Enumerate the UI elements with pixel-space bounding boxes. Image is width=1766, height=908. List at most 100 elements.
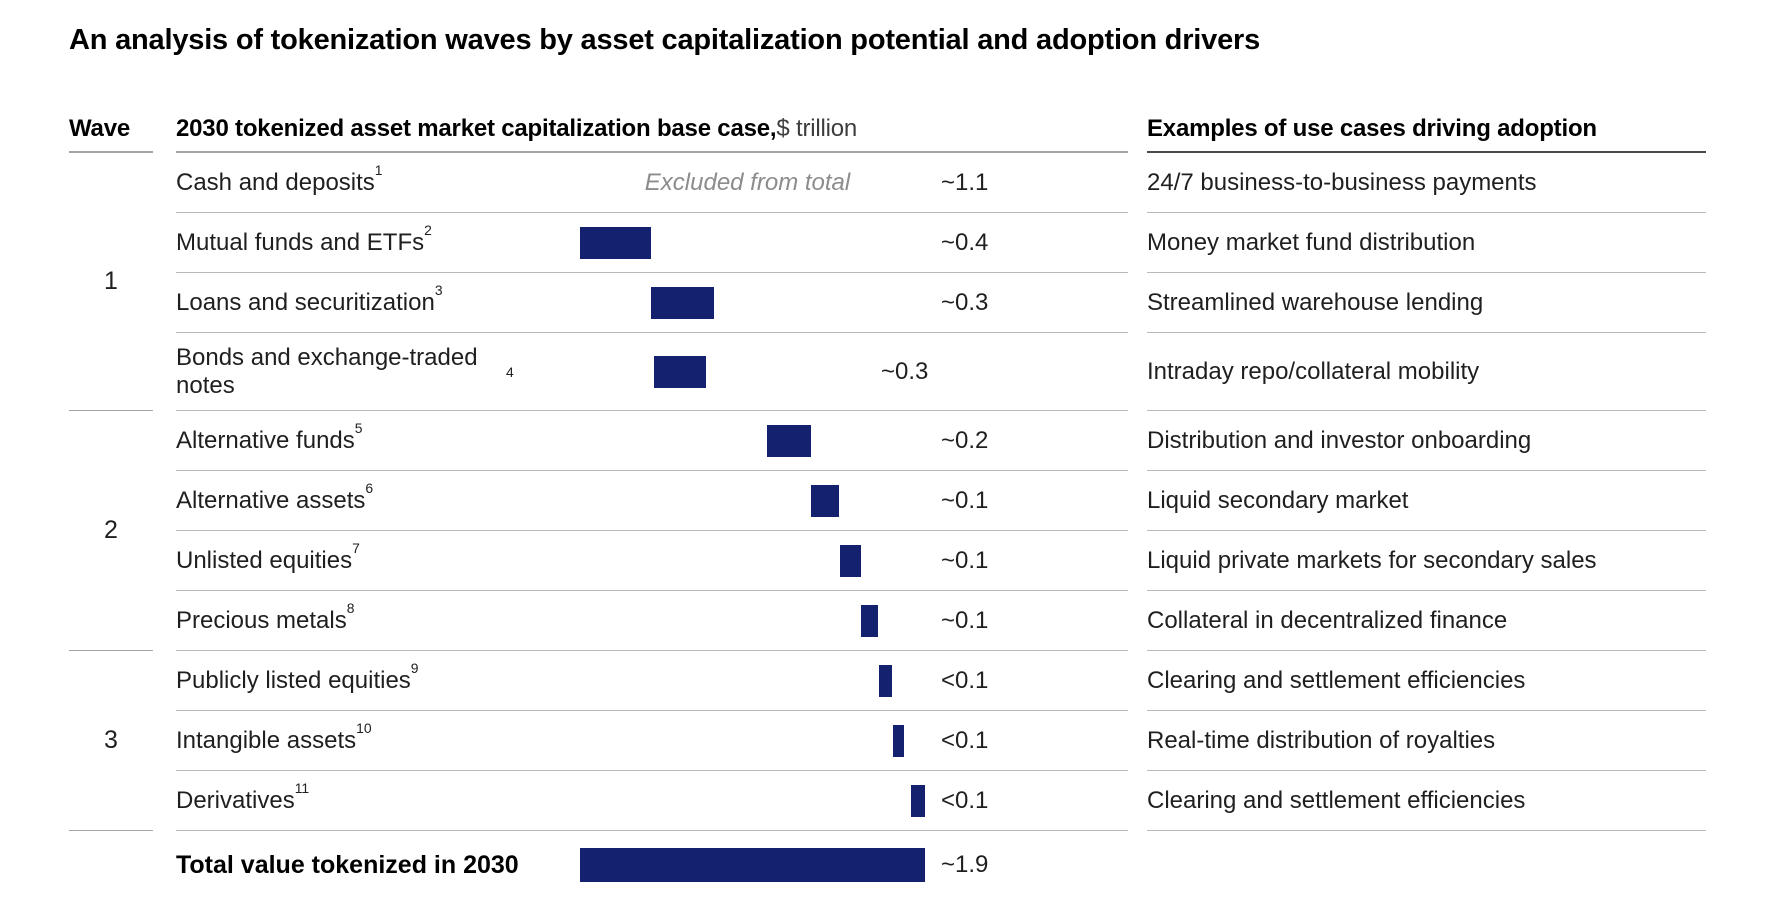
- value-label: ~0.1: [941, 486, 989, 514]
- footnote-marker: 4: [506, 364, 514, 381]
- asset-label: Unlisted equities7: [176, 539, 360, 574]
- table-row-precious-metals: Precious metals8 ~0.1: [176, 591, 1128, 651]
- value-bar: [893, 724, 904, 757]
- wave-group-2: 2: [69, 411, 153, 651]
- use-case-row: Distribution and investor onboarding: [1147, 411, 1706, 471]
- use-case-row: Liquid secondary market: [1147, 471, 1706, 531]
- use-case-row: 24/7 business-to-business payments: [1147, 153, 1706, 213]
- wave-number: 2: [104, 516, 118, 544]
- table-row-alternative-funds: Alternative funds5 ~0.2: [176, 411, 1128, 471]
- use-case-text: Streamlined warehouse lending: [1147, 288, 1484, 316]
- value-bar: [811, 484, 839, 517]
- asset-label: Cash and deposits1: [176, 161, 383, 196]
- table-row-intangible-assets: Intangible assets10 <0.1: [176, 711, 1128, 771]
- asset-label: Alternative funds5: [176, 419, 363, 454]
- asset-label: Precious metals8: [176, 599, 355, 634]
- value-label: ~0.4: [941, 228, 989, 256]
- use-case-row: Real-time distribution of royalties: [1147, 711, 1706, 771]
- use-case-row: Money market fund distribution: [1147, 213, 1706, 273]
- bar-track: [580, 831, 925, 899]
- use-case-text: Real-time distribution of royalties: [1147, 726, 1496, 754]
- value-bar: [861, 604, 878, 637]
- value-bar: [651, 286, 714, 319]
- bar-track: [580, 411, 925, 470]
- value-bar: [911, 784, 925, 817]
- bar-track: [580, 213, 925, 272]
- asset-label: Mutual funds and ETFs2: [176, 221, 432, 256]
- market-cap-column: 2030 tokenized asset market capitalizati…: [176, 98, 1128, 899]
- use-case-text: Collateral in decentralized finance: [1147, 606, 1508, 634]
- excluded-note: Excluded from total: [644, 168, 851, 196]
- footnote-marker: 1: [374, 161, 383, 178]
- wave-column: Wave 1 2 3: [69, 98, 153, 831]
- use-case-text: Liquid secondary market: [1147, 486, 1409, 514]
- table-row-alternative-assets: Alternative assets6 ~0.1: [176, 471, 1128, 531]
- value-bar: [879, 664, 892, 697]
- use-case-row: Clearing and settlement efficiencies: [1147, 771, 1706, 831]
- use-cases-column-header: Examples of use cases driving adoption: [1147, 98, 1706, 153]
- value-label: <0.1: [941, 786, 989, 814]
- footnote-marker: 7: [352, 539, 360, 556]
- wave-number: 3: [104, 726, 118, 754]
- use-case-text: Distribution and investor onboarding: [1147, 426, 1532, 454]
- use-case-row: Intraday repo/collateral mobility: [1147, 333, 1706, 411]
- footnote-marker: 6: [365, 479, 374, 496]
- bar-track: [580, 273, 925, 332]
- use-case-row: Liquid private markets for secondary sal…: [1147, 531, 1706, 591]
- asset-label: Bonds and exchange-traded notes 4: [176, 344, 514, 399]
- total-label: Total value tokenized in 2030: [176, 850, 519, 879]
- bar-track: [580, 591, 925, 650]
- use-case-text: Clearing and settlement efficiencies: [1147, 786, 1526, 814]
- header-unit-text: $ trillion: [776, 115, 858, 142]
- value-bar: [767, 424, 811, 457]
- asset-label: Loans and securitization3: [176, 281, 443, 316]
- value-label: <0.1: [941, 666, 989, 694]
- value-label: ~1.1: [941, 168, 989, 196]
- value-bar: [580, 226, 651, 259]
- footnote-marker: 10: [356, 719, 372, 736]
- value-label: ~0.1: [941, 546, 989, 574]
- footnote-marker: 2: [424, 221, 432, 238]
- bar-track: [580, 531, 925, 590]
- use-case-text: Liquid private markets for secondary sal…: [1147, 546, 1597, 574]
- footnote-marker: 9: [410, 659, 419, 676]
- bar-track: Excluded from total: [580, 153, 925, 212]
- value-label: ~0.3: [941, 288, 989, 316]
- total-value-label: ~1.9: [941, 851, 989, 878]
- use-cases-column: Examples of use cases driving adoption 2…: [1147, 98, 1706, 831]
- footnote-marker: 11: [294, 779, 310, 796]
- table-row-mutual-funds: Mutual funds and ETFs2 ~0.4: [176, 213, 1128, 273]
- footnote-marker: 5: [354, 419, 363, 436]
- market-cap-column-header: 2030 tokenized asset market capitalizati…: [176, 98, 1128, 153]
- asset-label: Alternative assets6: [176, 479, 374, 514]
- use-case-text: 24/7 business-to-business payments: [1147, 168, 1537, 196]
- wave-number: 1: [104, 267, 118, 295]
- asset-label: Publicly listed equities9: [176, 659, 419, 694]
- header-bold-text: 2030 tokenized asset market capitalizati…: [176, 115, 777, 142]
- wave-column-header: Wave: [69, 98, 153, 153]
- use-case-text: Intraday repo/collateral mobility: [1147, 357, 1480, 385]
- value-label: ~0.3: [881, 357, 929, 385]
- value-bar: [654, 355, 706, 388]
- bar-track: [580, 471, 925, 530]
- use-case-row: Streamlined warehouse lending: [1147, 273, 1706, 333]
- table-row-publicly-listed-equities: Publicly listed equities9 <0.1: [176, 651, 1128, 711]
- value-bar: [840, 544, 861, 577]
- page-title: An analysis of tokenization waves by ass…: [69, 24, 1261, 56]
- footnote-marker: 3: [434, 281, 443, 298]
- wave-group-1: 1: [69, 153, 153, 411]
- value-label: ~0.2: [941, 426, 989, 454]
- value-label: ~0.1: [941, 606, 989, 634]
- table-row-bonds: Bonds and exchange-traded notes 4 ~0.3: [176, 333, 1128, 411]
- table-row-loans: Loans and securitization3 ~0.3: [176, 273, 1128, 333]
- use-case-text: Money market fund distribution: [1147, 228, 1476, 256]
- table-row-cash-and-deposits: Cash and deposits1 Excluded from total ~…: [176, 153, 1128, 213]
- table-row-unlisted-equities: Unlisted equities7 ~0.1: [176, 531, 1128, 591]
- use-case-row: Collateral in decentralized finance: [1147, 591, 1706, 651]
- total-value-bar: [580, 848, 925, 882]
- bar-track: [580, 771, 925, 830]
- use-case-row: Clearing and settlement efficiencies: [1147, 651, 1706, 711]
- asset-label: Derivatives11: [176, 779, 310, 814]
- table-row-total: Total value tokenized in 2030 ~1.9: [176, 831, 1128, 899]
